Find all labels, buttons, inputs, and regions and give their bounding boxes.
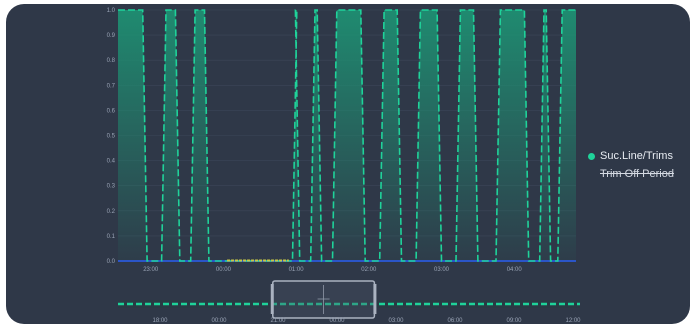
y-tick-label: 0.1 bbox=[107, 234, 116, 240]
y-tick-label: 0.7 bbox=[107, 83, 116, 89]
navigator-left-handle[interactable] bbox=[270, 284, 274, 314]
navigator-right-handle[interactable] bbox=[373, 284, 377, 314]
chart-panel: 0.0 0.1 0.2 0.3 0.4 0.5 0.6 0.7 0.8 0.9 1.0 23:00 0… bbox=[6, 4, 690, 324]
navigator-tick-label: 09:00 bbox=[506, 318, 522, 324]
legend-item-trim-off-period[interactable]: Trim Off Period bbox=[588, 165, 688, 183]
navigator-tick-label: 06:00 bbox=[447, 318, 463, 324]
legend-item-suc-line-trims[interactable]: Suc.Line/Trims bbox=[588, 147, 688, 165]
y-tick-label: 0.4 bbox=[107, 159, 116, 165]
legend-label: Suc.Line/Trims bbox=[600, 150, 673, 162]
y-tick-label: 0.5 bbox=[107, 134, 116, 140]
y-tick-label: 0.3 bbox=[107, 184, 116, 190]
legend-dot-suc-line-trims bbox=[588, 152, 595, 160]
y-tick-label: 1.0 bbox=[107, 8, 116, 14]
navigator-tick-label: 00:00 bbox=[211, 318, 227, 324]
x-tick-label: 23:00 bbox=[143, 267, 159, 273]
chart-canvas[interactable]: 0.0 0.1 0.2 0.3 0.4 0.5 0.6 0.7 0.8 0.9 1.0 23:00 0… bbox=[6, 4, 690, 324]
navigator-tick-label: 21:00 bbox=[270, 318, 286, 324]
y-tick-label: 0.9 bbox=[107, 33, 116, 39]
x-tick-label: 02:00 bbox=[361, 267, 377, 273]
series-area-suc-line-trims bbox=[118, 10, 576, 261]
series-line-suc-line-trims bbox=[118, 9, 576, 262]
x-tick-label: 01:00 bbox=[289, 267, 305, 273]
y-tick-label: 0.0 bbox=[107, 259, 116, 265]
legend-label: Trim Off Period bbox=[600, 168, 674, 180]
x-tick-label: 04:00 bbox=[507, 267, 523, 273]
x-tick-label: 00:00 bbox=[216, 267, 232, 273]
y-tick-label: 0.2 bbox=[107, 209, 116, 215]
y-tick-label: 0.8 bbox=[107, 58, 116, 64]
x-tick-label: 03:00 bbox=[434, 267, 450, 273]
y-tick-label: 0.6 bbox=[107, 108, 116, 114]
navigator-tick-label: 12:00 bbox=[565, 318, 581, 324]
navigator-tick-label: 00:00 bbox=[329, 318, 345, 324]
navigator-tick-label: 03:00 bbox=[388, 318, 404, 324]
chart-legend: Suc.Line/Trims Trim Off Period bbox=[588, 147, 688, 183]
navigator-tick-label: 18:00 bbox=[152, 318, 168, 324]
